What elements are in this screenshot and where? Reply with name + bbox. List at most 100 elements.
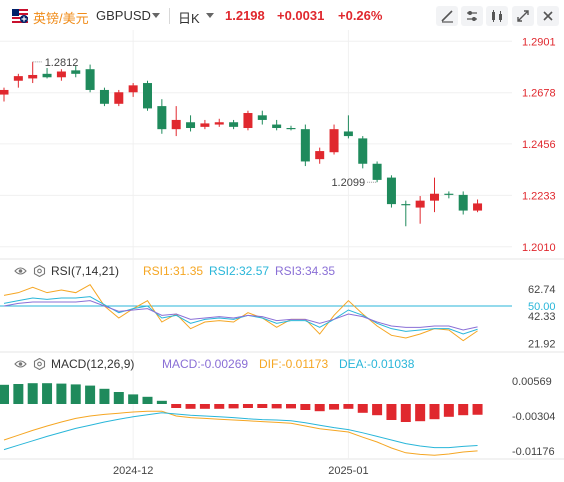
candle-body bbox=[143, 83, 152, 109]
candle-body bbox=[372, 163, 382, 180]
candle-body bbox=[257, 115, 267, 120]
expand-icon bbox=[517, 10, 529, 22]
macd-bar bbox=[271, 404, 282, 409]
candles-icon bbox=[492, 10, 502, 22]
draw-line-icon bbox=[441, 10, 453, 23]
macd-panel: 0.00569 -0.00304 -0.01176 bbox=[0, 376, 555, 458]
candle-body bbox=[28, 74, 38, 79]
chart-type-button[interactable] bbox=[486, 6, 508, 26]
macd-bar bbox=[199, 404, 210, 409]
chevron-down-icon[interactable] bbox=[206, 13, 214, 19]
macd-bar bbox=[99, 388, 110, 404]
candle-body bbox=[415, 200, 425, 208]
rsi-line-rsi2 bbox=[3, 296, 478, 335]
candle-body bbox=[13, 76, 23, 81]
dea-line bbox=[3, 412, 478, 451]
candle-body bbox=[114, 92, 124, 104]
macd-bar bbox=[400, 404, 411, 422]
candle-body bbox=[458, 194, 468, 211]
macd-bar bbox=[314, 404, 325, 412]
candle-body bbox=[286, 128, 296, 130]
candle-series: 1.2812 1.2099 bbox=[0, 57, 483, 227]
price-tick-label: 1.2456 bbox=[522, 139, 556, 151]
gbp-usd-flag-icon bbox=[12, 9, 28, 23]
macd-bar bbox=[56, 383, 67, 404]
macd-bar bbox=[171, 404, 182, 408]
settings-icon[interactable] bbox=[33, 265, 46, 277]
macd-bar bbox=[42, 383, 53, 404]
chart-grid bbox=[0, 30, 564, 460]
divider bbox=[169, 8, 170, 24]
candle-body bbox=[343, 131, 353, 137]
price-tick-label: 1.2678 bbox=[522, 88, 556, 100]
macd-bar bbox=[13, 384, 24, 404]
rsi-tick-label: 21.92 bbox=[528, 338, 556, 350]
macd-bar bbox=[85, 385, 96, 404]
dea-value: DEA:-0.01038 bbox=[339, 357, 415, 371]
candle-body bbox=[200, 123, 210, 127]
time-tick-label: 2024-12 bbox=[113, 465, 153, 477]
candle-body bbox=[42, 73, 52, 78]
macd-bar bbox=[156, 400, 167, 404]
rsi1-value: RSI1:31.35 bbox=[143, 264, 204, 278]
candle-body bbox=[99, 89, 109, 104]
macd-bar bbox=[443, 404, 454, 417]
candle-body bbox=[272, 124, 282, 129]
candle-body bbox=[128, 85, 138, 93]
candle-body bbox=[444, 193, 454, 195]
candle-body bbox=[243, 113, 253, 129]
time-axis: 2024-12 2025-01 bbox=[113, 465, 369, 477]
low-marker-label: 1.2099 bbox=[331, 177, 365, 189]
macd-tick-label: 0.00569 bbox=[512, 376, 552, 388]
macd-bar bbox=[386, 404, 397, 420]
rsi-line-rsi3 bbox=[3, 300, 478, 331]
candle-body bbox=[171, 119, 181, 130]
dif-line bbox=[3, 410, 478, 456]
chart-header: 英镑/美元 GBPUSD 日K 1.2198 +0.0031 +0.26% bbox=[0, 0, 564, 32]
symbol-select[interactable]: GBPUSD bbox=[96, 8, 151, 23]
macd-bar bbox=[242, 404, 253, 408]
candle-body bbox=[300, 129, 310, 162]
macd-bar bbox=[286, 404, 296, 409]
candle-body bbox=[157, 106, 167, 130]
high-marker-label: 1.2812 bbox=[45, 57, 79, 69]
eye-icon[interactable] bbox=[14, 265, 27, 277]
rsi-tick-label: 62.74 bbox=[528, 284, 556, 296]
rsi-title: RSI(7,14,21) bbox=[51, 264, 120, 278]
last-price: 1.2198 bbox=[225, 8, 265, 23]
close-button[interactable] bbox=[537, 6, 559, 26]
close-icon bbox=[543, 11, 553, 21]
price-tick-label: 1.2010 bbox=[522, 242, 556, 254]
macd-bar bbox=[70, 384, 81, 404]
rsi-line-rsi1 bbox=[3, 284, 478, 342]
sliders-icon bbox=[467, 11, 477, 21]
macd-bar bbox=[228, 404, 239, 409]
chevron-down-icon[interactable] bbox=[152, 13, 160, 19]
macd-bar bbox=[0, 384, 9, 404]
rsi3-value: RSI3:34.35 bbox=[275, 264, 336, 278]
rsi-tick-label: 42.33 bbox=[528, 311, 556, 323]
indicator-button[interactable] bbox=[461, 6, 483, 26]
macd-bar bbox=[257, 404, 268, 408]
draw-line-button[interactable] bbox=[436, 6, 458, 26]
macd-tick-label: -0.00304 bbox=[512, 411, 555, 423]
candle-body bbox=[186, 122, 196, 129]
pair-name: 英镑/美元 bbox=[33, 11, 89, 26]
fullscreen-button[interactable] bbox=[512, 6, 534, 26]
rsi2-value: RSI2:32.57 bbox=[209, 264, 270, 278]
candle-body bbox=[358, 138, 368, 164]
macd-bar bbox=[458, 404, 469, 416]
macd-header: MACD(12,26,9) MACD:-0.00269 DIF:-0.01173… bbox=[0, 355, 564, 373]
settings-icon[interactable] bbox=[33, 358, 46, 370]
macd-bar bbox=[27, 383, 38, 404]
price-axis: 1.2901 1.2678 1.2456 1.2233 1.2010 bbox=[522, 36, 556, 253]
period-select[interactable]: 日K bbox=[178, 11, 200, 26]
macd-bar bbox=[329, 404, 340, 410]
candle-body bbox=[329, 129, 339, 153]
eye-icon[interactable] bbox=[14, 358, 27, 370]
macd-bar bbox=[343, 404, 354, 409]
price-change-pct: +0.26% bbox=[338, 8, 383, 23]
macd-bar bbox=[142, 396, 153, 404]
